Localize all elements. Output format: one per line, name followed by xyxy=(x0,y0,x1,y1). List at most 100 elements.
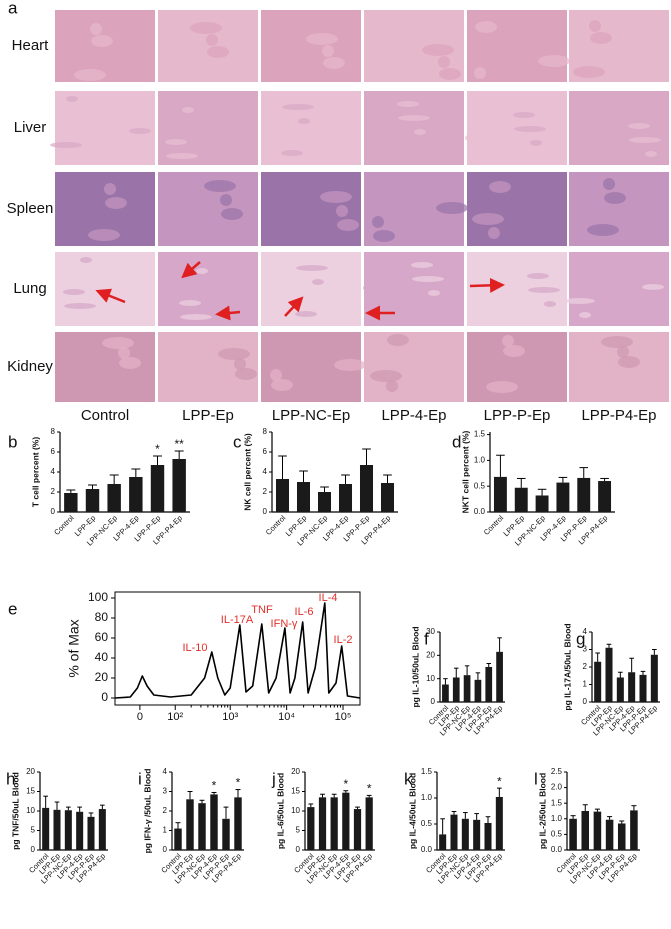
tissue-texture xyxy=(645,151,657,157)
panel-letter: j xyxy=(271,769,276,788)
tissue-texture xyxy=(435,370,447,376)
tissue-texture xyxy=(291,37,303,43)
y-tick-label: 2.5 xyxy=(551,767,563,776)
y-tick-label: 0.0 xyxy=(551,845,563,854)
tissue-texture xyxy=(50,142,82,148)
tissue-texture xyxy=(220,194,232,206)
bar xyxy=(222,818,230,850)
histogram-curve xyxy=(114,602,361,699)
tissue-texture xyxy=(296,265,328,271)
tissue-texture xyxy=(218,348,250,360)
tissue-texture xyxy=(411,262,433,268)
y-tick-label: 0 xyxy=(101,690,108,704)
bar xyxy=(172,459,186,512)
tissue-texture xyxy=(182,107,194,113)
y-tick-label: 20 xyxy=(426,650,435,659)
peak-label: IL-4 xyxy=(319,592,338,604)
y-tick-label: 5 xyxy=(296,826,301,835)
y-tick-label: 10 xyxy=(426,674,435,683)
tissue-texture xyxy=(414,129,426,135)
tissue-texture xyxy=(412,276,444,282)
tissue-texture xyxy=(366,149,388,161)
tissue-texture xyxy=(173,234,205,240)
y-axis-label: pg IL-17A/50uL Blood xyxy=(562,623,572,710)
bar-chart: 0.00.51.01.52.02.5pg IL-2/50uL BloodCont… xyxy=(537,767,640,886)
tissue-texture xyxy=(190,22,222,34)
y-tick-label: 40 xyxy=(95,650,109,664)
bar xyxy=(485,667,493,702)
x-tick-label: 10³ xyxy=(222,711,238,723)
tissue-texture xyxy=(618,356,640,368)
tissue-texture xyxy=(319,359,331,365)
tissue-texture xyxy=(336,205,348,217)
tissue-texture xyxy=(495,307,507,319)
panel-letter: k xyxy=(404,769,413,788)
bar xyxy=(474,679,482,702)
tissue-texture xyxy=(264,299,286,311)
tissue-texture xyxy=(621,46,643,52)
tissue-texture xyxy=(373,230,395,242)
tissue-texture xyxy=(563,298,595,304)
tissue-texture xyxy=(118,347,130,359)
tissue-texture xyxy=(617,346,629,358)
tissue-texture xyxy=(165,139,187,145)
tissue-image xyxy=(364,332,464,402)
y-tick-label: 2.0 xyxy=(551,783,563,792)
y-tick-label: 6 xyxy=(263,447,268,456)
tissue-texture xyxy=(56,209,78,215)
bar xyxy=(353,809,362,850)
tissue-texture xyxy=(439,68,461,80)
column-label: Control xyxy=(81,407,129,424)
y-tick-label: 4 xyxy=(163,767,168,776)
significance-mark: * xyxy=(155,442,160,456)
bar xyxy=(129,477,143,512)
tissue-texture xyxy=(327,271,359,283)
tissue-texture xyxy=(534,361,556,367)
y-tick-label: 8 xyxy=(51,427,56,436)
tissue-texture xyxy=(421,210,433,216)
bar xyxy=(461,818,469,850)
y-tick-label: 0.5 xyxy=(421,819,433,828)
panel-letter: f xyxy=(424,629,429,648)
y-tick-label: 5 xyxy=(31,826,36,835)
y-axis-label: pg IL-2/50uL Blood xyxy=(537,773,547,849)
tissue-texture xyxy=(334,359,366,371)
plot-frame xyxy=(114,591,361,706)
tissue-texture xyxy=(63,289,85,295)
tissue-texture xyxy=(337,219,359,231)
tissue-texture xyxy=(481,146,493,158)
tissue-texture xyxy=(472,213,504,225)
tissue-texture xyxy=(390,24,412,30)
bar xyxy=(186,799,194,850)
tissue-texture xyxy=(530,140,542,146)
tissue-texture xyxy=(329,124,341,136)
column-label: LPP-NC-Ep xyxy=(272,407,350,424)
bar xyxy=(198,803,206,850)
tissue-texture xyxy=(622,58,654,64)
tissue-texture xyxy=(214,127,236,139)
tissue-texture xyxy=(569,372,591,378)
row-label: Kidney xyxy=(7,358,53,375)
tissue-texture xyxy=(221,208,243,220)
tissue-texture xyxy=(91,35,113,47)
y-tick-label: 15 xyxy=(26,787,35,796)
bar xyxy=(330,797,338,850)
tissue-texture xyxy=(386,380,398,392)
tissue-texture xyxy=(372,216,384,228)
tissue-texture xyxy=(105,197,127,209)
tissue-texture xyxy=(479,293,511,305)
y-tick-label: 0.0 xyxy=(421,845,433,854)
bar xyxy=(577,477,591,512)
bar xyxy=(593,811,602,850)
tissue-texture xyxy=(370,370,402,382)
bar xyxy=(630,810,638,850)
y-tick-label: 6 xyxy=(51,447,56,456)
tissue-image xyxy=(261,10,361,82)
tissue-texture xyxy=(57,223,89,229)
tissue-texture xyxy=(520,193,542,199)
tissue-texture xyxy=(189,188,201,194)
tissue-texture xyxy=(313,110,345,122)
tissue-texture xyxy=(111,263,123,275)
